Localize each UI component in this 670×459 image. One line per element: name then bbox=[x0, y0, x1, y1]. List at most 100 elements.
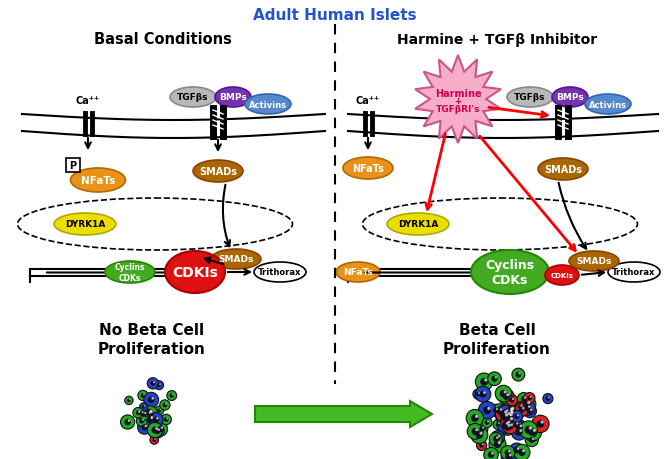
Circle shape bbox=[533, 429, 536, 432]
Text: TGFβRI's: TGFβRI's bbox=[436, 105, 480, 114]
Text: Activins: Activins bbox=[249, 100, 287, 109]
Text: Adult Human Islets: Adult Human Islets bbox=[253, 8, 417, 23]
Circle shape bbox=[153, 416, 159, 423]
Text: SMADs: SMADs bbox=[576, 257, 612, 266]
Circle shape bbox=[150, 381, 155, 386]
Circle shape bbox=[511, 410, 513, 413]
Circle shape bbox=[498, 441, 500, 444]
Text: Trithorax: Trithorax bbox=[612, 268, 656, 277]
Ellipse shape bbox=[336, 263, 380, 282]
Circle shape bbox=[504, 424, 511, 431]
Circle shape bbox=[523, 405, 537, 418]
Circle shape bbox=[532, 437, 534, 440]
Circle shape bbox=[512, 420, 527, 435]
Circle shape bbox=[478, 392, 480, 394]
Circle shape bbox=[499, 408, 515, 423]
Circle shape bbox=[502, 409, 517, 424]
Circle shape bbox=[479, 443, 484, 448]
Circle shape bbox=[518, 396, 536, 413]
Circle shape bbox=[502, 406, 519, 423]
Circle shape bbox=[155, 427, 158, 430]
Ellipse shape bbox=[387, 213, 449, 235]
Circle shape bbox=[144, 412, 147, 414]
Circle shape bbox=[157, 429, 160, 431]
Circle shape bbox=[506, 409, 509, 412]
Circle shape bbox=[496, 408, 503, 414]
Text: Basal Conditions: Basal Conditions bbox=[94, 33, 232, 47]
Circle shape bbox=[502, 421, 509, 429]
Circle shape bbox=[505, 449, 511, 456]
Circle shape bbox=[502, 402, 520, 419]
Circle shape bbox=[507, 409, 513, 414]
Circle shape bbox=[138, 391, 148, 401]
Circle shape bbox=[515, 402, 525, 412]
Ellipse shape bbox=[245, 95, 291, 115]
Circle shape bbox=[471, 414, 479, 422]
Circle shape bbox=[502, 409, 509, 415]
Circle shape bbox=[506, 394, 517, 406]
Ellipse shape bbox=[608, 263, 660, 282]
Circle shape bbox=[157, 426, 163, 432]
Circle shape bbox=[508, 424, 511, 427]
Circle shape bbox=[491, 452, 494, 454]
Circle shape bbox=[507, 393, 509, 397]
Circle shape bbox=[514, 444, 530, 459]
Text: No Beta Cell
Proliferation: No Beta Cell Proliferation bbox=[98, 323, 206, 356]
Circle shape bbox=[159, 384, 161, 385]
Circle shape bbox=[495, 386, 512, 402]
Ellipse shape bbox=[105, 262, 155, 283]
Circle shape bbox=[506, 407, 514, 415]
Circle shape bbox=[139, 411, 140, 413]
Circle shape bbox=[494, 441, 501, 448]
Circle shape bbox=[529, 437, 535, 443]
Ellipse shape bbox=[585, 95, 631, 115]
Circle shape bbox=[524, 423, 541, 441]
Circle shape bbox=[529, 426, 532, 430]
Circle shape bbox=[503, 404, 517, 419]
Circle shape bbox=[506, 422, 509, 425]
Circle shape bbox=[518, 405, 523, 409]
FancyBboxPatch shape bbox=[66, 159, 80, 173]
Circle shape bbox=[495, 405, 513, 422]
Circle shape bbox=[151, 397, 154, 400]
Circle shape bbox=[527, 401, 531, 404]
Circle shape bbox=[127, 399, 131, 403]
Circle shape bbox=[507, 406, 515, 414]
Circle shape bbox=[498, 423, 500, 425]
Circle shape bbox=[476, 431, 483, 439]
Text: +: + bbox=[454, 97, 462, 106]
Circle shape bbox=[153, 381, 155, 383]
Ellipse shape bbox=[545, 265, 579, 285]
Circle shape bbox=[165, 403, 167, 405]
Circle shape bbox=[475, 428, 478, 431]
Circle shape bbox=[147, 412, 151, 415]
Circle shape bbox=[483, 392, 486, 394]
Circle shape bbox=[509, 443, 524, 457]
Circle shape bbox=[159, 400, 170, 410]
Circle shape bbox=[155, 406, 163, 415]
Circle shape bbox=[496, 408, 514, 426]
Circle shape bbox=[139, 411, 144, 416]
Circle shape bbox=[496, 408, 498, 410]
Circle shape bbox=[501, 412, 519, 430]
Circle shape bbox=[128, 420, 131, 422]
Text: Activins: Activins bbox=[589, 100, 627, 109]
Circle shape bbox=[479, 426, 484, 431]
Circle shape bbox=[137, 411, 140, 414]
Circle shape bbox=[505, 414, 509, 417]
Text: TGFβs: TGFβs bbox=[178, 93, 209, 102]
Circle shape bbox=[491, 376, 498, 382]
Circle shape bbox=[482, 443, 484, 445]
Circle shape bbox=[484, 420, 489, 425]
Circle shape bbox=[476, 392, 480, 397]
Circle shape bbox=[510, 417, 513, 420]
Circle shape bbox=[136, 408, 147, 419]
Circle shape bbox=[513, 422, 519, 428]
Circle shape bbox=[504, 391, 507, 393]
Circle shape bbox=[505, 409, 515, 419]
Text: Trithorax: Trithorax bbox=[259, 268, 302, 277]
Circle shape bbox=[157, 383, 161, 387]
Circle shape bbox=[502, 419, 518, 434]
Circle shape bbox=[167, 391, 177, 401]
Circle shape bbox=[147, 422, 163, 438]
